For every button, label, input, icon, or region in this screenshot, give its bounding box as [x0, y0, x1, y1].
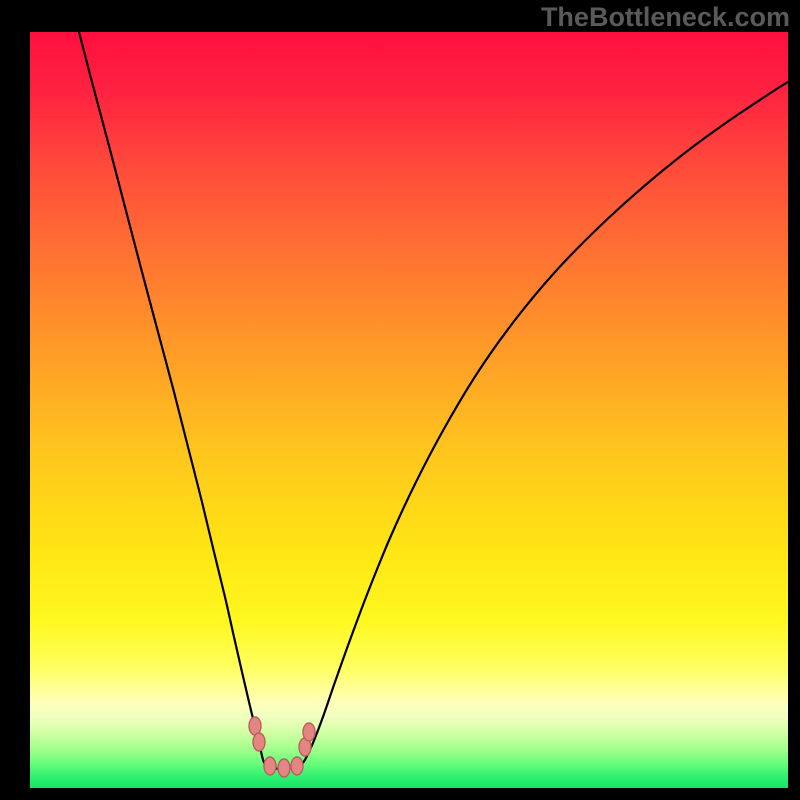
watermark-text: TheBottleneck.com	[541, 2, 790, 33]
curve-marker	[249, 717, 261, 735]
curve-marker	[264, 757, 276, 775]
curve-marker	[291, 757, 303, 775]
bottleneck-chart	[30, 32, 788, 788]
chart-frame: TheBottleneck.com	[0, 0, 800, 800]
plot-area	[30, 32, 788, 788]
gradient-background	[30, 32, 788, 788]
curve-marker	[303, 723, 315, 741]
curve-marker	[253, 733, 265, 751]
curve-marker	[278, 759, 290, 777]
